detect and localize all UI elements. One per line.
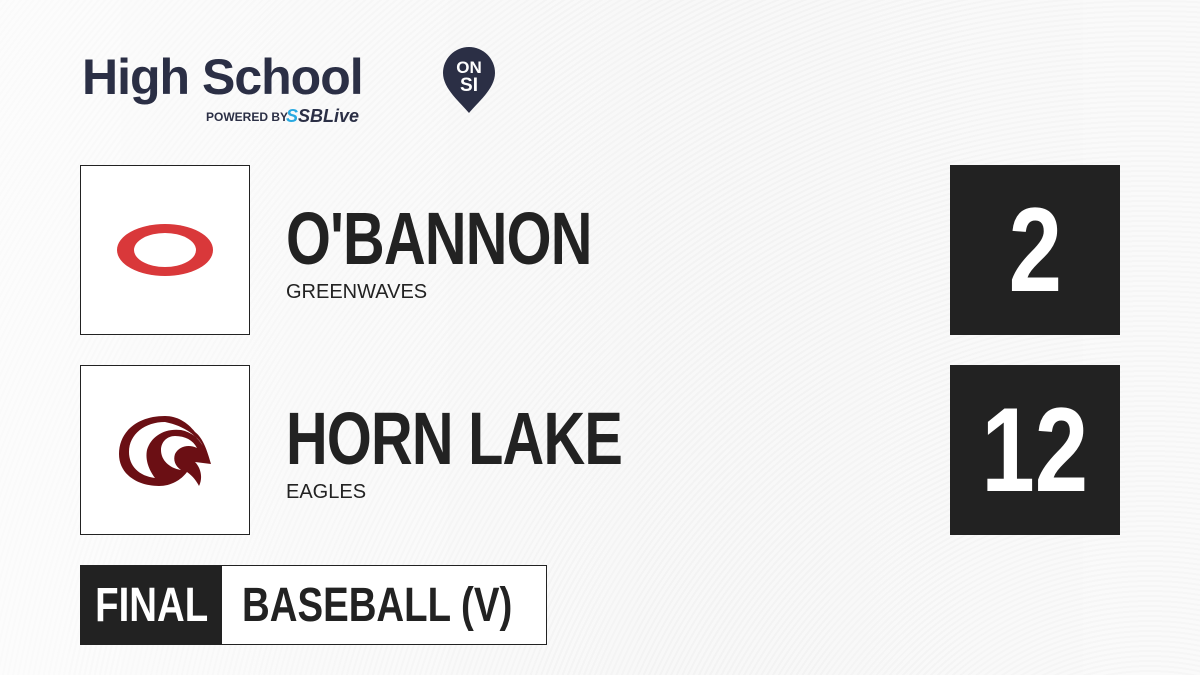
final-status: FINAL — [81, 566, 223, 644]
game-status-bar: FINAL BASEBALL (V) — [80, 565, 547, 645]
team-score: 2 — [950, 165, 1120, 335]
team-mascot: EAGLES — [286, 481, 367, 503]
sport-label: BASEBALL (V) — [242, 578, 513, 632]
eagle-logo-icon — [119, 416, 211, 486]
brand-title: High School — [82, 49, 364, 105]
badge-top: ON — [456, 58, 482, 77]
team-logo-obannon — [80, 165, 250, 335]
team-logo-horn-lake — [80, 365, 250, 535]
badge-bottom: SI — [460, 75, 478, 96]
sblive-logo: SSBLive — [286, 106, 360, 126]
powered-by: POWERED BY — [206, 110, 289, 124]
team-name: HORN LAKE — [286, 397, 623, 480]
on-si-pin-logo: ON SI — [443, 47, 495, 113]
team-mascot: GREENWAVES — [286, 281, 428, 303]
o-logo-icon — [117, 224, 213, 276]
team-score: 12 — [950, 365, 1120, 535]
team-name: O'BANNON — [286, 197, 592, 280]
